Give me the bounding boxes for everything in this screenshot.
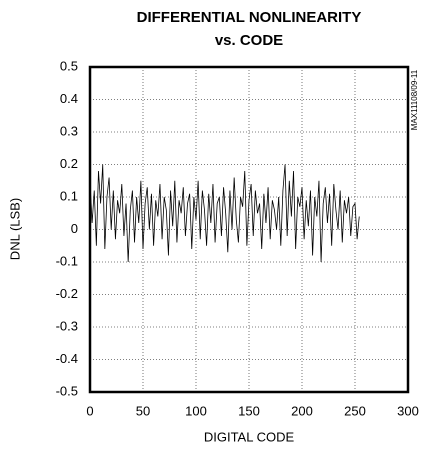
y-tick-label: -0.5 xyxy=(56,383,78,398)
plot-frame xyxy=(88,65,410,394)
y-tick-label: 0 xyxy=(71,221,78,236)
data-line xyxy=(89,164,360,263)
y-tick-label: 0.5 xyxy=(60,58,78,73)
y-tick-label: -0.2 xyxy=(56,286,78,301)
chart-title: DIFFERENTIAL NONLINEARITY xyxy=(137,9,362,26)
y-tick-label: 0.4 xyxy=(60,91,78,106)
y-tick-label: -0.1 xyxy=(56,253,78,268)
y-tick-label: 0.1 xyxy=(60,188,78,203)
x-tick-label: 100 xyxy=(185,403,207,418)
x-tick-label: 200 xyxy=(291,403,313,418)
x-tick-label: 150 xyxy=(238,403,260,418)
y-axis-label: DNL (LSB) xyxy=(7,198,22,260)
x-tick-label: 50 xyxy=(136,403,150,418)
x-axis-label: DIGITAL CODE xyxy=(204,429,295,444)
x-tick-label: 0 xyxy=(86,403,93,418)
figure-code: MAX11108/09-11 xyxy=(410,69,419,130)
y-tick-label: 0.3 xyxy=(60,123,78,138)
chart-subtitle: vs. CODE xyxy=(215,32,283,49)
y-tick-label: 0.2 xyxy=(60,156,78,171)
x-tick-label: 250 xyxy=(344,403,366,418)
y-tick-label: -0.4 xyxy=(56,351,78,366)
x-tick-label: 300 xyxy=(397,403,419,418)
y-tick-label: -0.3 xyxy=(56,318,78,333)
